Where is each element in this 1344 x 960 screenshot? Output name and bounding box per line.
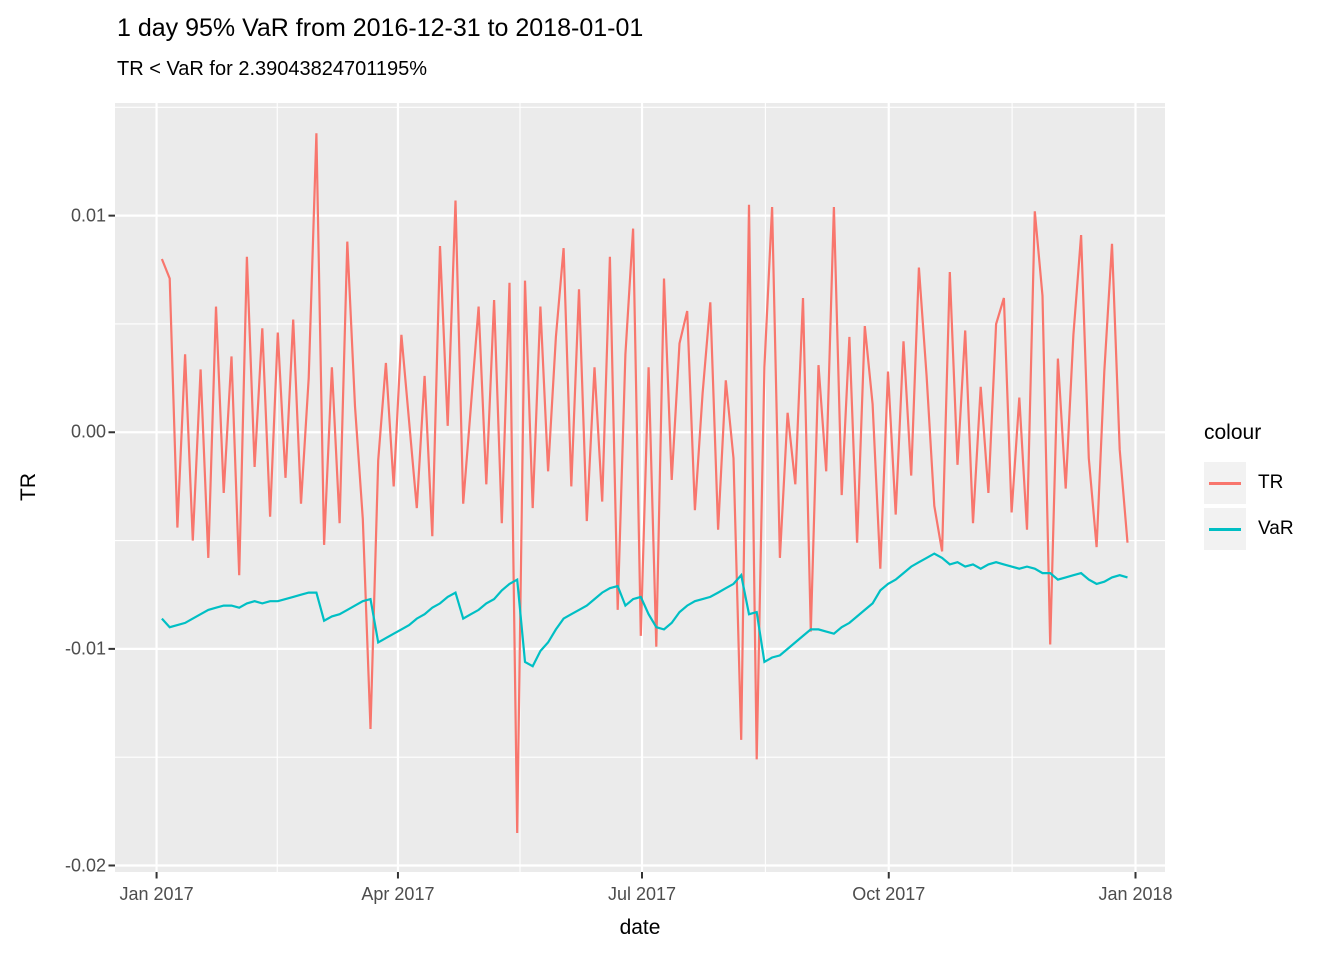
x-tick-label: Oct 2017 <box>852 884 926 904</box>
legend-item-var: VaR <box>1204 508 1294 550</box>
legend: colour TR VaR <box>1204 421 1294 554</box>
var-line-swatch <box>1209 527 1241 531</box>
legend-label-var: VaR <box>1258 518 1294 539</box>
y-tick-label: 0.00 <box>70 421 106 442</box>
x-tick-label: Jul 2017 <box>607 884 677 904</box>
tr-line-swatch <box>1209 481 1241 485</box>
chart-title: 1 day 95% VaR from 2016-12-31 to 2018-01… <box>117 14 644 42</box>
var-series-line <box>161 552 1128 668</box>
y-axis-title: TR <box>17 473 40 501</box>
legend-title: colour <box>1204 421 1262 444</box>
panel-background <box>115 103 1165 872</box>
legend-label-tr: TR <box>1258 472 1284 493</box>
tr-series-line <box>160 133 1129 834</box>
legend-item-tr: TR <box>1204 462 1294 504</box>
y-tick-label: -0.01 <box>64 638 106 659</box>
x-tick-label: Apr 2017 <box>361 884 435 904</box>
y-tick-label: 0.01 <box>70 205 106 226</box>
legend-key-var <box>1204 508 1246 550</box>
legend-key-tr <box>1204 462 1246 504</box>
x-axis-title: date <box>619 916 661 939</box>
x-tick-label: Jan 2018 <box>1098 884 1173 904</box>
x-tick-label: Jan 2017 <box>119 884 194 904</box>
chart-subtitle: TR < VaR for 2.39043824701195% <box>117 58 428 80</box>
y-tick-label: -0.02 <box>64 855 106 875</box>
